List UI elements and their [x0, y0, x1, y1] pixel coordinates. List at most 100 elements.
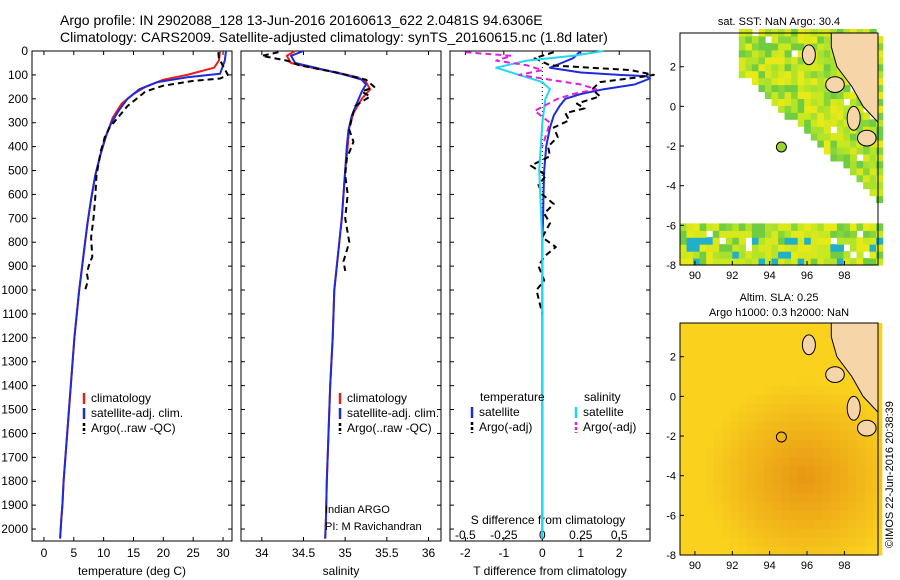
- map-cell: [797, 412, 807, 422]
- map-cell: [789, 519, 799, 529]
- map-cell: [814, 323, 824, 333]
- map-cell: [864, 528, 874, 538]
- map-cell: [738, 483, 748, 494]
- map-cell: [758, 77, 766, 86]
- map-cell: [864, 447, 874, 458]
- legend-heading: temperature: [480, 390, 545, 404]
- map-cell: [856, 105, 864, 113]
- map-cell: [747, 349, 757, 360]
- map-cell: [863, 223, 871, 231]
- map-cell: [705, 546, 715, 556]
- map-cell: [817, 84, 825, 93]
- map-cell: [747, 439, 757, 449]
- map-cell: [713, 439, 723, 449]
- x-tick-label: 96: [801, 270, 813, 282]
- map-cell: [758, 63, 766, 72]
- map-cell: [784, 223, 792, 231]
- map-cell: [772, 385, 782, 395]
- map-cell: [686, 258, 694, 266]
- map-cell: [722, 456, 731, 467]
- map-cell: [730, 501, 740, 511]
- map-cell: [876, 133, 884, 141]
- map-cell: [686, 237, 694, 245]
- map-cell: [771, 258, 779, 266]
- map-cell: [784, 258, 792, 266]
- map-cell: [771, 77, 779, 86]
- map-cell: [789, 430, 799, 440]
- map-cell: [772, 331, 782, 342]
- map-cell: [780, 403, 790, 413]
- map-cell: [730, 447, 740, 458]
- map-cell: [772, 358, 782, 369]
- map-cell: [705, 483, 715, 494]
- map-cell: [850, 140, 858, 148]
- map-cell: [730, 528, 740, 538]
- map-cell: [722, 358, 731, 369]
- map-title: sat. SST: NaN Argo: 30.4: [718, 16, 840, 28]
- map-cell: [797, 42, 805, 51]
- map-cell: [755, 456, 765, 467]
- map-cell: [722, 528, 731, 538]
- island: [825, 366, 845, 384]
- map-cell: [732, 251, 740, 259]
- map-cell: [797, 251, 805, 259]
- map-subtitle: Argo h1000: 0.3 h2000: NaN: [709, 307, 849, 319]
- map-cell: [730, 465, 740, 476]
- x-tick-label: 96: [801, 560, 813, 572]
- map-cell: [839, 546, 849, 556]
- map-cell: [696, 358, 706, 369]
- map-cell: [876, 56, 884, 65]
- map-cell: [755, 323, 765, 333]
- map-cell: [810, 112, 818, 120]
- map-cell: [680, 528, 689, 538]
- y-tick-label: -2: [666, 431, 676, 443]
- map-cell: [751, 77, 759, 86]
- map-cell: [713, 492, 723, 502]
- map-cell: [836, 237, 844, 245]
- map-cell: [699, 223, 707, 231]
- map-cell: [730, 323, 740, 333]
- map-cell: [856, 174, 864, 183]
- map-cell: [738, 385, 748, 395]
- map-cell: [680, 456, 689, 467]
- map-cell: [680, 519, 689, 529]
- salinity-panel: 34 34.5 35 35.5 36 salinity climatologysatelli…: [240, 50, 442, 578]
- map-cell: [696, 394, 706, 404]
- map-cell: [823, 244, 831, 252]
- map-cell: [839, 537, 849, 547]
- map-cell: [780, 340, 790, 351]
- map-cell: [772, 537, 782, 547]
- map-cell: [804, 237, 812, 245]
- map-cell: [764, 349, 774, 360]
- map-cell: [738, 501, 748, 511]
- map-cell: [730, 456, 740, 467]
- map-cell: [806, 358, 816, 369]
- map-cell: [680, 439, 689, 449]
- map-cell: [764, 492, 774, 502]
- map-cell: [856, 167, 864, 176]
- map-cell: [758, 36, 766, 44]
- map-cell: [764, 483, 774, 494]
- map-cell: [738, 546, 748, 556]
- map-cell: [850, 147, 858, 155]
- map-cell: [843, 77, 851, 86]
- map-cell: [856, 98, 864, 106]
- map-cell: [856, 492, 866, 502]
- map-cell: [747, 519, 757, 529]
- map-cell: [864, 483, 874, 494]
- map-cell: [817, 49, 825, 58]
- series-line-diff-2: [495, 50, 604, 539]
- map-cell: [797, 77, 805, 86]
- map-cell: [712, 237, 720, 245]
- map-cell: [780, 323, 790, 333]
- map-cell: [730, 421, 740, 431]
- map-cell: [876, 195, 884, 204]
- map-cell: [730, 367, 740, 378]
- map-cell: [836, 154, 844, 162]
- y-tick-label: 1800: [1, 474, 28, 488]
- map-cell: [780, 492, 790, 502]
- y-tick-label: -8: [666, 260, 676, 272]
- series-line-Argo: [84, 52, 229, 291]
- map-cell: [696, 492, 706, 502]
- map-cell: [797, 230, 805, 238]
